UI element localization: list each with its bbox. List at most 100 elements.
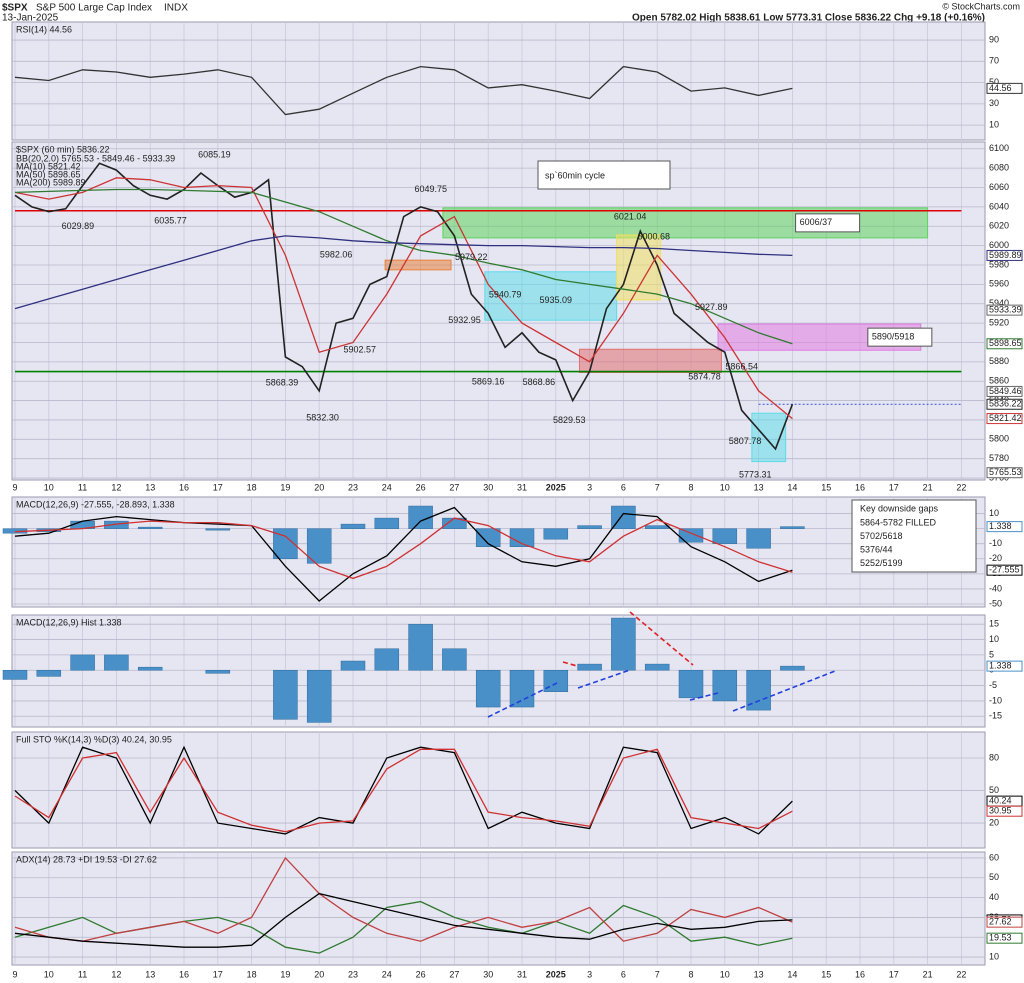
x-tick-label: 24 — [382, 969, 392, 979]
bar — [712, 528, 738, 544]
bar — [780, 526, 805, 529]
y-tick-label: 6040 — [989, 201, 1009, 211]
last-value-label: 30.95 — [989, 806, 1012, 816]
x-tick-label: 18 — [247, 969, 257, 979]
series-line — [14, 235, 793, 310]
y-tick-label: 10 — [989, 119, 999, 129]
last-value-box — [986, 82, 1023, 94]
y-tick-label: 6000 — [989, 240, 1009, 250]
x-tick-label: 19 — [280, 482, 290, 492]
y-tick-label: 70 — [989, 56, 999, 66]
last-value-label: -27.555 — [989, 565, 1020, 575]
price-label: 6000.68 — [638, 231, 671, 241]
y-tick-label: -40 — [989, 583, 1002, 593]
x-tick-label: 16 — [179, 482, 189, 492]
last-value-label: 40.24 — [989, 795, 1012, 805]
price-label: 5807.78 — [729, 436, 762, 446]
x-tick-label: 27 — [449, 969, 459, 979]
y-tick-label: 10 — [989, 951, 999, 961]
x-tick-label: 26 — [416, 969, 426, 979]
panel-subtitle: BB(20,2.0) 5765.53 - 5849.46 - 5933.39 — [16, 153, 175, 163]
price-label: 5902.57 — [343, 344, 376, 354]
gaps-line: 5702/5618 — [860, 531, 903, 541]
x-tick-label: 3 — [587, 969, 592, 979]
y-tick-label: 5860 — [989, 376, 1009, 386]
x-tick-label: 20 — [314, 969, 324, 979]
price-label: 6021.04 — [614, 212, 647, 222]
y-tick-label: 5920 — [989, 317, 1009, 327]
x-tick-label: 11 — [78, 969, 87, 979]
x-tick-label: 9 — [12, 482, 17, 492]
y-tick-label: -10 — [989, 538, 1002, 548]
trend-line — [629, 611, 694, 666]
bar — [442, 648, 467, 671]
x-tick-label: 17 — [889, 482, 899, 492]
gaps-title: Key downside gaps — [860, 503, 939, 513]
y-tick-label: -15 — [989, 711, 1002, 721]
annotation-box — [537, 160, 671, 190]
last-value-box — [986, 467, 1023, 479]
x-tick-label: 31 — [517, 969, 527, 979]
quote: Open 5782.02 High 5838.61 Low 5773.31 Cl… — [632, 13, 985, 24]
y-tick-label: 60 — [989, 852, 999, 862]
y-tick-label: 15 — [989, 619, 999, 629]
x-tick-label: 8 — [688, 969, 693, 979]
x-tick-label: 16 — [179, 969, 189, 979]
bar — [509, 669, 535, 708]
x-tick-label: 12 — [111, 482, 121, 492]
x-tick-label: 16 — [855, 969, 865, 979]
last-value-box — [986, 932, 1023, 944]
x-tick-label: 8 — [688, 482, 693, 492]
x-tick-label: 22 — [956, 482, 966, 492]
trend-line — [577, 669, 631, 689]
series-line — [14, 892, 793, 948]
panel-title: Full STO %K(14,3) %D(3) 40.24, 30.95 — [16, 734, 172, 744]
bar — [678, 669, 704, 699]
bar — [577, 663, 602, 671]
y-tick-label: 6060 — [989, 182, 1009, 192]
y-tick-label: 50 — [989, 872, 999, 882]
bar — [577, 525, 602, 529]
bar — [611, 505, 636, 529]
bar — [644, 525, 670, 529]
y-tick-label: 5780 — [989, 453, 1009, 463]
legend-entry: MA(200) 5989.89 — [16, 177, 86, 187]
trend-line — [487, 682, 558, 718]
bar — [475, 528, 501, 547]
legend-entry: MA(50) 5898.65 — [16, 169, 81, 179]
bar — [70, 654, 95, 671]
panel-title: RSI(14) 44.56 — [16, 24, 72, 34]
bar — [205, 528, 231, 531]
y-tick-label: -10 — [989, 695, 1002, 705]
y-tick-label: -50 — [989, 598, 1002, 608]
y-tick-label: 5 — [989, 649, 994, 659]
last-value-box — [986, 338, 1023, 350]
y-tick-label: -20 — [989, 553, 1002, 563]
x-tick-label: 26 — [416, 482, 426, 492]
bar — [2, 669, 28, 680]
x-tick-label: 2025 — [546, 482, 566, 492]
y-tick-label: 50 — [989, 77, 999, 87]
last-value-box — [986, 385, 1023, 397]
gaps-line: 5864-5782 FILLED — [860, 517, 937, 527]
y-tick-label: 80 — [989, 752, 999, 762]
date: 13-Jan-2025 — [2, 13, 59, 24]
price-label: 6049.75 — [414, 184, 447, 194]
last-value-label: 5765.53 — [989, 467, 1022, 477]
annotation: sp`60min cycle — [545, 170, 605, 180]
bar — [340, 523, 366, 529]
price-label: 5940.79 — [489, 289, 522, 299]
zone — [484, 271, 618, 321]
y-tick-label: 6100 — [989, 143, 1009, 153]
x-tick-label: 17 — [213, 482, 223, 492]
x-tick-label: 27 — [449, 482, 459, 492]
bar — [644, 663, 670, 671]
bar — [374, 517, 400, 529]
price-label: 5869.16 — [472, 377, 505, 387]
x-tick-label: 3 — [587, 482, 592, 492]
price-label: 6029.89 — [62, 221, 95, 231]
y-tick-label: 10 — [989, 508, 999, 518]
price-label: 5829.53 — [553, 415, 586, 425]
index-name: S&P 500 Large Cap Index — [36, 3, 152, 14]
